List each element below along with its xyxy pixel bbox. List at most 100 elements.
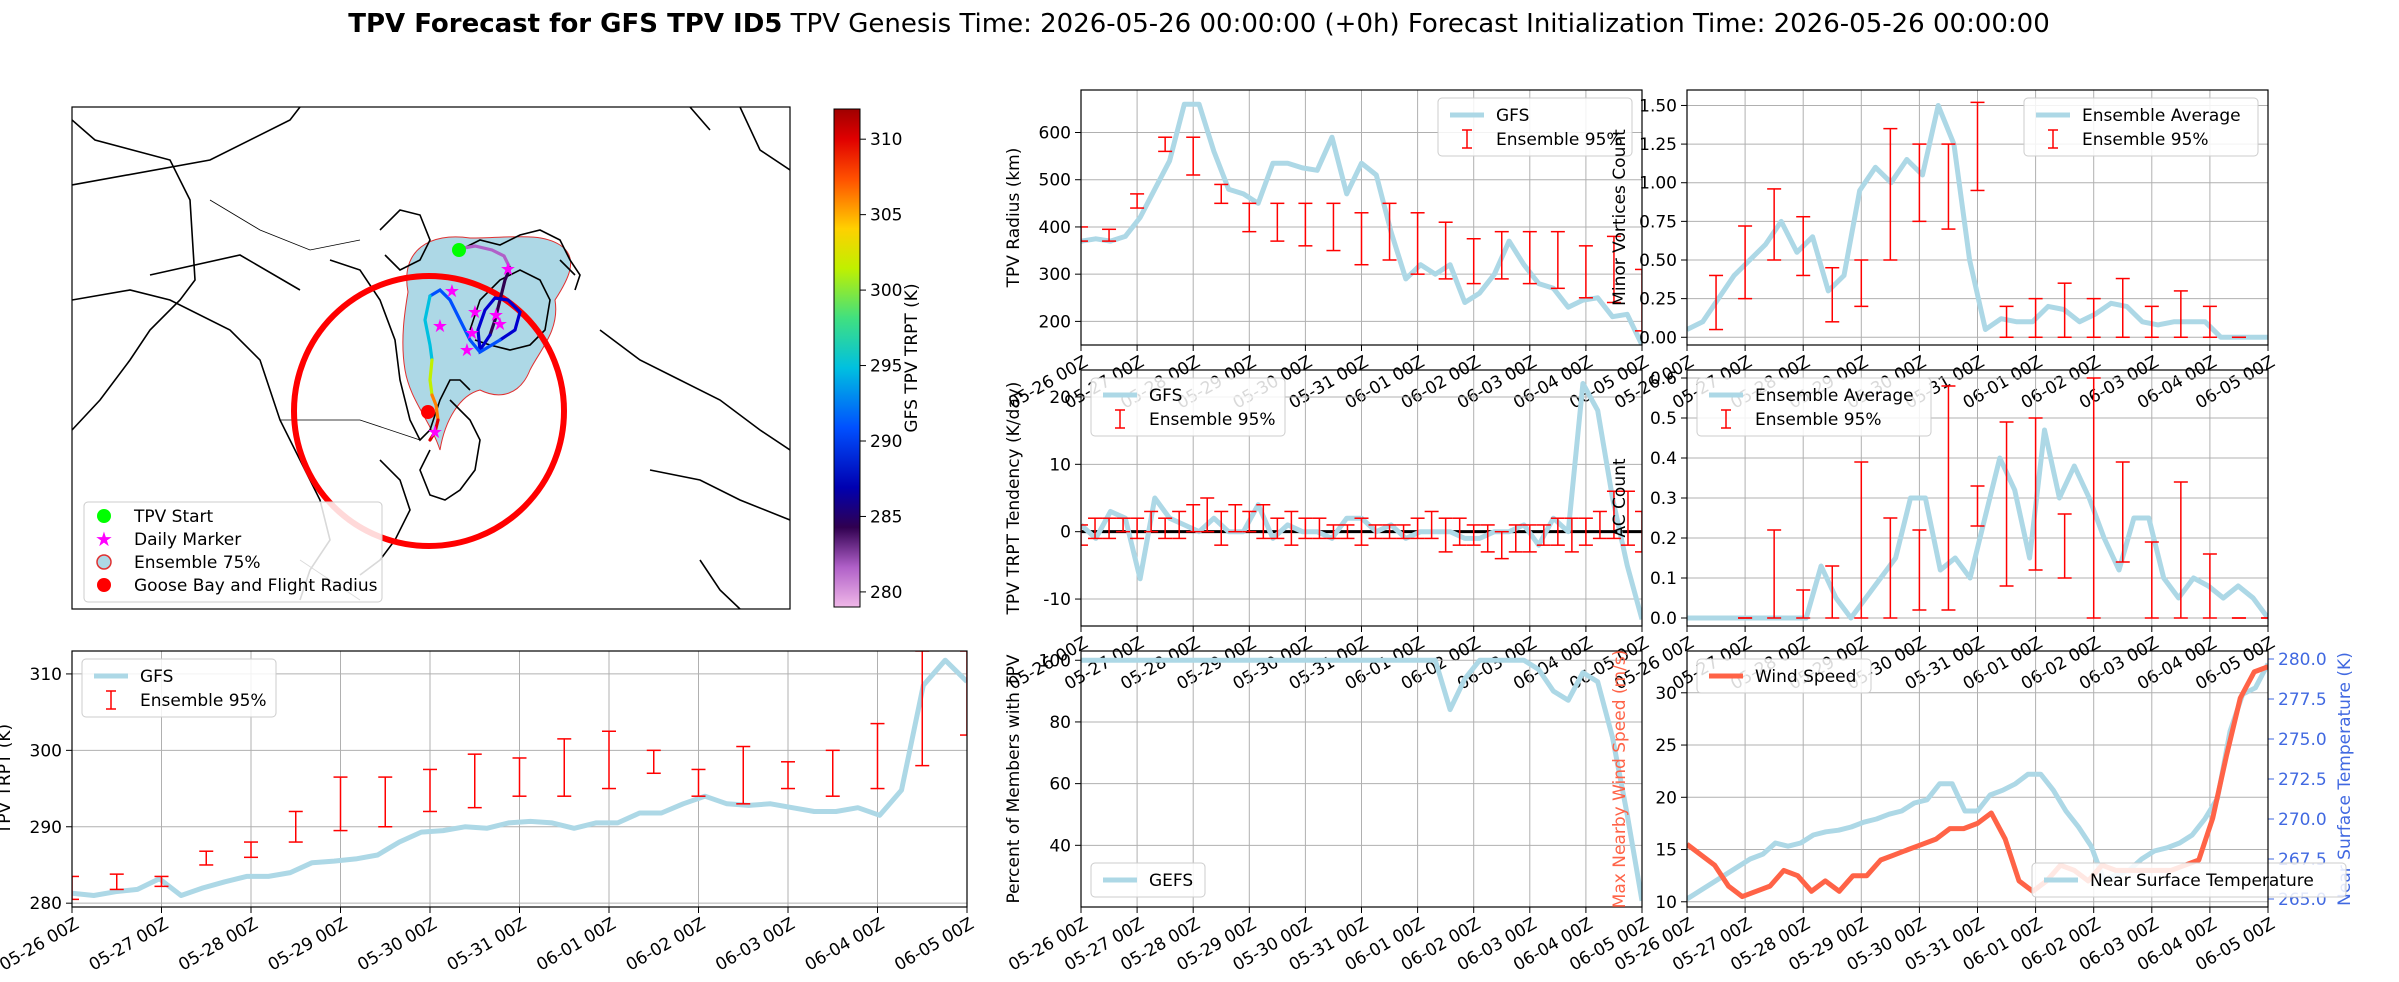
ensemble-95-errorbar: [512, 757, 527, 797]
ensemble-95-errorbar: [1130, 193, 1145, 209]
ensemble-95-errorbar: [870, 722, 885, 790]
ensemble-95-errorbar: [1382, 202, 1397, 261]
map-legend: TPV Start ★ Daily Marker Ensemble 75% Goose …: [83, 501, 383, 603]
y-tick-label: 300: [30, 741, 62, 761]
ensemble-95-errorbar: [1564, 517, 1579, 553]
legend-marker: ★: [95, 527, 113, 551]
plot-area: [1687, 101, 2268, 340]
plot-area: [1687, 377, 2268, 621]
map-legend-entry: TPV Start: [97, 507, 214, 527]
temperature-line: [1687, 662, 2268, 902]
y-tick-label: 200: [1039, 312, 1071, 332]
legend-label: GFS: [1149, 386, 1182, 406]
plot-area: [1081, 101, 1642, 345]
y-axis-label: Percent of Members with TPV: [1004, 654, 1024, 903]
y-tick-label: 0.6: [1650, 369, 1677, 389]
y-axis-label: TPV TRPT Tendency (K/day): [1004, 382, 1024, 616]
y-axis-label: Max Nearby Wind Speed (m/s): [1610, 650, 1630, 909]
ensemble-95-errorbar: [1970, 485, 1985, 527]
ensemble-95-errorbar: [2028, 297, 2043, 339]
ensemble-95-errorbar: [736, 745, 751, 805]
daily-marker-star: ★: [492, 314, 508, 335]
y-tick-label: 0.1: [1650, 569, 1677, 589]
ensemble-95-errorbar: [1081, 226, 1088, 242]
ensemble-95-errorbar: [244, 841, 258, 859]
tpv-start-marker: [452, 243, 466, 257]
legend-marker: [96, 554, 112, 570]
ensemble-95-errorbar: [1081, 524, 1088, 546]
y-tick-label: 20: [1049, 388, 1071, 408]
ensemble-95-errorbar: [1825, 565, 1840, 619]
ensemble-95-errorbar: [1284, 510, 1299, 546]
ensemble-95-errorbar: [1494, 530, 1509, 560]
colorbar-label: GFS TPV TRPT (K): [902, 283, 922, 432]
colorbar-tick-label: 310: [870, 130, 902, 150]
map-legend-entry: Goose Bay and Flight Radius: [97, 576, 378, 596]
ensemble-95-errorbar: [1438, 517, 1453, 553]
map-legend-entry: Ensemble 75%: [96, 553, 261, 573]
legend-entry: Ensemble Average: [1709, 386, 1914, 406]
ensemble-95-errorbar: [1494, 230, 1509, 280]
ensemble-95-errorbar: [1606, 235, 1621, 304]
y-tick-label: 400: [1039, 218, 1071, 238]
legend-entry: Ensemble Average: [2036, 106, 2241, 126]
y-tick-label: 10: [1049, 455, 1071, 475]
y-tick-label: 0.0: [1650, 609, 1677, 629]
map-legend-label: Daily Marker: [134, 530, 241, 550]
daily-marker-star: ★: [500, 259, 516, 280]
ensemble-95-errorbar: [1999, 305, 2014, 339]
ensemble-95-errorbar: [1466, 238, 1481, 285]
ensemble-95-errorbar: [1088, 517, 1103, 540]
y-tick-label: 0.5: [1650, 409, 1677, 429]
legend-label: Ensemble 95%: [1149, 410, 1276, 430]
ensemble-95-errorbar: [1912, 529, 1927, 611]
daily-marker-star: ★: [488, 305, 504, 326]
ensemble-95-errorbar: [1970, 101, 1985, 192]
ensemble-95-errorbar: [1326, 202, 1341, 252]
y-right-tick-label: 270.0: [2278, 810, 2327, 830]
daily-marker-star: ★: [467, 302, 483, 323]
ensemble-95-errorbar: [154, 875, 169, 888]
legend-box: [81, 658, 277, 718]
y-tick-label: 290: [30, 818, 62, 838]
ensemble-95-errorbar: [1767, 188, 1782, 261]
ensemble-95-errorbar: [1214, 510, 1229, 546]
ensemble-95-errorbar: [467, 753, 482, 809]
y-right-tick-label: 275.0: [2278, 730, 2327, 750]
y-tick-label: 15: [1655, 841, 1677, 861]
ensemble-95-errorbar: [1340, 524, 1355, 540]
ensemble-95-errorbar: [646, 749, 661, 775]
legend-label: Ensemble Average: [1755, 386, 1914, 406]
legend-entry: GFS: [1450, 106, 1529, 126]
figure-title-bold: TPV Forecast for GFS TPV ID5: [348, 9, 782, 39]
legend-entry: GFS: [1103, 386, 1182, 406]
y-axis-label: Minor Vortices Count: [1610, 129, 1630, 306]
ensemble-95-errorbar: [2057, 513, 2072, 579]
daily-marker-star: ★: [432, 316, 448, 337]
ensemble-95-errorbar: [1709, 274, 1724, 331]
ensemble-95-errorbar: [1854, 259, 1869, 308]
daily-marker-star: ★: [459, 340, 475, 361]
ensemble-95-errorbar: [333, 776, 348, 832]
y-tick-label: 0.75: [1639, 212, 1677, 232]
y-tick-label: 1.00: [1639, 174, 1677, 194]
axes-frame: [71, 650, 968, 908]
ensemble-95-errorbar: [1578, 517, 1593, 546]
ensemble-95-errorbar: [1578, 245, 1593, 299]
goose-bay-flight-radius: [291, 273, 567, 549]
ensemble-95-errorbar: [1144, 510, 1159, 533]
legend-box: [1437, 97, 1633, 157]
legend-label: Ensemble Average: [2082, 106, 2241, 126]
ensemble-95-errorbar: [1242, 510, 1257, 533]
legend-label: GFS: [140, 667, 173, 687]
figure-title-rest: TPV Genesis Time: 2026-05-26 00:00:00 (+…: [790, 9, 2050, 39]
ensemble-95-errorbar: [1438, 221, 1453, 280]
ensemble-95-errorbar: [557, 738, 572, 797]
ensemble-95-errorbar: [2028, 417, 2043, 571]
y-axis-label: AC Count: [1610, 458, 1630, 537]
ensemble-95-errorbar: [1883, 517, 1898, 619]
colorbar: [833, 108, 861, 608]
y-tick-label: 600: [1039, 124, 1071, 144]
ensemble-95-errorbar: [1298, 517, 1313, 540]
ensemble-95-errorbar: [1550, 517, 1565, 546]
